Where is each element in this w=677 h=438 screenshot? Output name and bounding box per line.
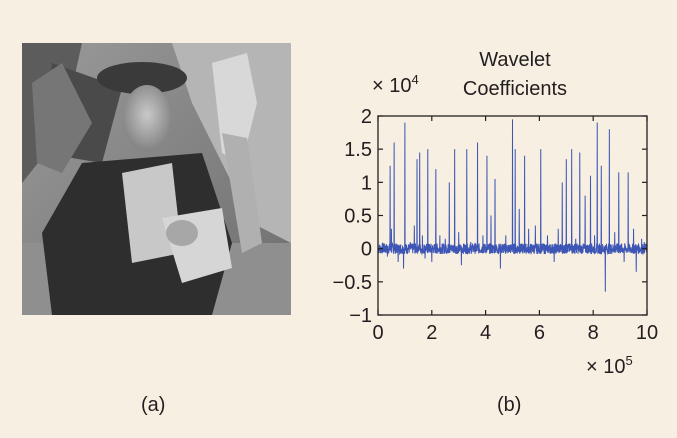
chart-title-line1: Wavelet <box>479 49 551 71</box>
chart-title-line2: Coefficients <box>463 78 567 100</box>
y-tick-label: 0 <box>361 239 372 261</box>
chart-svg: Wavelet Coefficients × 104 × 105 0 2 4 6 8 10… <box>333 49 659 378</box>
y-tick-label: 2 <box>361 106 372 128</box>
portrait-photo <box>22 43 291 315</box>
x-tick-label: 4 <box>480 322 491 344</box>
x-tick-label: 10 <box>636 322 658 344</box>
panel-a-caption: (a) <box>141 394 166 416</box>
y-tick-label: 1.5 <box>344 139 372 161</box>
y-tick-label: 0.5 <box>344 206 372 228</box>
panel-b-caption: (b) <box>497 394 522 416</box>
wavelet-coefficients-chart: Wavelet Coefficients × 104 × 105 0 2 4 6 8 10… <box>300 40 677 390</box>
x-tick-label: 2 <box>426 322 437 344</box>
y-tick-label: 1 <box>361 172 372 194</box>
y-multiplier-label: × 104 <box>372 72 419 97</box>
x-tick-label: 0 <box>372 322 383 344</box>
x-multiplier-label: × 105 <box>586 353 633 378</box>
y-tick-label: −1 <box>349 305 372 327</box>
y-tick-label: −0.5 <box>333 272 372 294</box>
wavelet-series-line <box>377 119 648 292</box>
x-tick-label: 6 <box>534 322 545 344</box>
portrait-photo-drawing <box>22 43 291 315</box>
x-tick-label: 8 <box>588 322 599 344</box>
